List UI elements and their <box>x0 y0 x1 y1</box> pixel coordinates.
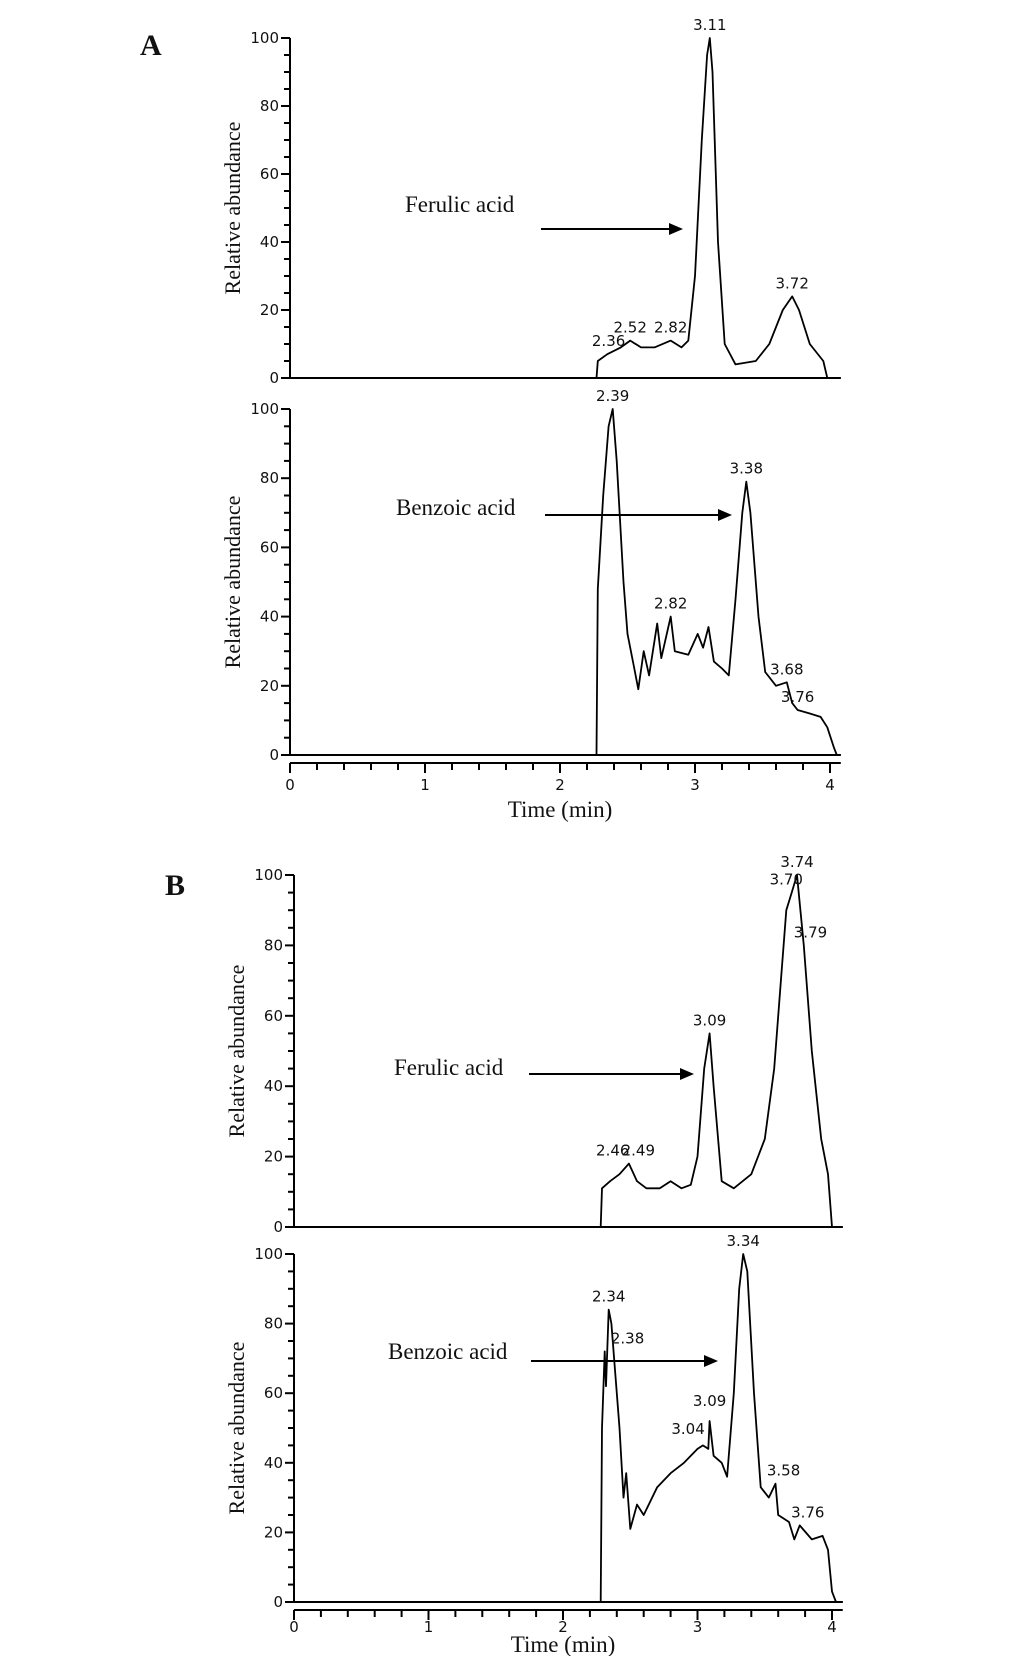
y-tick-label: 40 <box>260 233 279 251</box>
panel-label-a: A <box>140 29 162 62</box>
x-tick-label: 0 <box>289 1618 299 1636</box>
x-tick-label: 4 <box>827 1618 837 1636</box>
chromatogram-trace <box>294 874 843 1228</box>
y-axis-label: Relative abundance <box>220 496 245 669</box>
annotation-arrow-head <box>680 1068 694 1080</box>
peak-label: 2.82 <box>654 595 687 613</box>
y-tick-label: 0 <box>273 1593 283 1611</box>
annotation-arrow-head <box>718 509 732 521</box>
y-tick-label: 80 <box>264 1315 283 1333</box>
y-tick-label: 100 <box>254 866 283 884</box>
y-tick-label: 20 <box>264 1148 283 1166</box>
peak-label: 3.79 <box>794 923 827 941</box>
y-axis-label: Relative abundance <box>224 965 249 1138</box>
chromatogram-trace <box>290 37 841 379</box>
compound-annotation: Ferulic acid <box>405 192 515 217</box>
y-tick-label: 40 <box>264 1454 283 1472</box>
y-tick-label: 20 <box>260 301 279 319</box>
peak-label: 3.09 <box>693 1011 726 1029</box>
y-tick-label: 0 <box>269 746 279 764</box>
peak-label: 2.36 <box>592 332 625 350</box>
compound-annotation: Benzoic acid <box>396 495 516 520</box>
y-tick-label: 60 <box>264 1007 283 1025</box>
peak-label: 2.38 <box>611 1329 644 1347</box>
peak-label: 2.34 <box>592 1288 625 1306</box>
y-tick-label: 20 <box>264 1523 283 1541</box>
x-tick-label: 3 <box>693 1618 703 1636</box>
y-tick-label: 80 <box>264 936 283 954</box>
y-tick-label: 60 <box>260 538 279 556</box>
y-tick-label: 80 <box>260 469 279 487</box>
x-tick-label: 1 <box>420 776 430 794</box>
y-axis-label: Relative abundance <box>220 122 245 295</box>
peak-label: 3.04 <box>671 1420 704 1438</box>
peak-label: 3.76 <box>791 1503 824 1521</box>
y-tick-label: 60 <box>260 165 279 183</box>
peak-label: 2.49 <box>622 1142 655 1160</box>
peak-label: 3.58 <box>767 1462 800 1480</box>
peak-label: 3.34 <box>727 1232 760 1250</box>
peak-label: 3.09 <box>693 1392 726 1410</box>
y-tick-label: 60 <box>264 1384 283 1402</box>
peak-label: 2.39 <box>596 387 629 405</box>
peak-label: 3.70 <box>770 871 803 889</box>
x-tick-label: 0 <box>285 776 295 794</box>
y-tick-label: 100 <box>250 400 279 418</box>
y-tick-label: 20 <box>260 677 279 695</box>
peak-label: 2.82 <box>654 319 687 337</box>
y-tick-label: 80 <box>260 97 279 115</box>
panel-label-b: B <box>165 869 185 902</box>
chromatogram-trace <box>290 408 841 756</box>
peak-label: 3.72 <box>775 274 808 292</box>
peak-label: 2.46 <box>596 1142 629 1160</box>
peak-label: 3.74 <box>780 853 813 871</box>
x-axis-label: Time (min) <box>508 797 613 822</box>
chromatogram-trace <box>294 1253 843 1603</box>
peak-label: 3.38 <box>730 460 763 478</box>
x-axis-label: Time (min) <box>511 1632 616 1656</box>
y-tick-label: 100 <box>254 1245 283 1263</box>
x-tick-label: 4 <box>825 776 835 794</box>
compound-annotation: Ferulic acid <box>394 1055 504 1080</box>
y-axis-label: Relative abundance <box>224 1342 249 1515</box>
y-tick-label: 100 <box>250 29 279 47</box>
peak-label: 2.52 <box>613 319 646 337</box>
compound-annotation: Benzoic acid <box>388 1339 508 1364</box>
peak-label: 3.11 <box>693 16 726 34</box>
x-tick-label: 2 <box>558 1618 568 1636</box>
peak-label: 3.68 <box>770 660 803 678</box>
y-tick-label: 0 <box>269 369 279 387</box>
annotation-arrow-head <box>669 223 683 235</box>
annotation-arrow-head <box>704 1355 718 1367</box>
x-tick-label: 1 <box>424 1618 434 1636</box>
y-tick-label: 40 <box>264 1077 283 1095</box>
x-tick-label: 2 <box>555 776 565 794</box>
x-tick-label: 3 <box>690 776 700 794</box>
y-tick-label: 0 <box>273 1218 283 1236</box>
peak-label: 3.76 <box>781 688 814 706</box>
y-tick-label: 40 <box>260 608 279 626</box>
